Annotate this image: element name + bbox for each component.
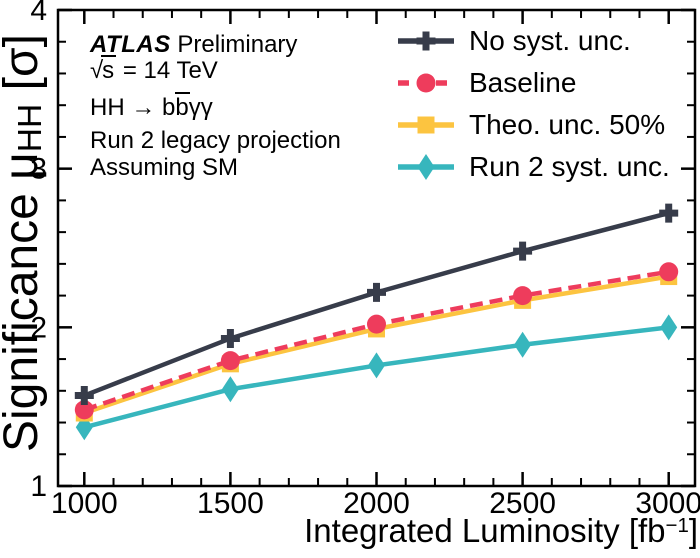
legend-label: No syst. unc. — [469, 25, 631, 56]
legend-item-no-syst-unc: No syst. unc. — [396, 20, 670, 62]
y-axis-label-subscript: HH — [12, 103, 50, 153]
svg-text:2: 2 — [30, 311, 47, 344]
svg-text:2500: 2500 — [489, 487, 556, 520]
svg-text:1: 1 — [30, 470, 47, 503]
annotation-block: ATLAS Preliminary √s = 14 TeV HH → bbγγ … — [90, 33, 341, 180]
svg-text:2000: 2000 — [343, 487, 410, 520]
legend-line-marker-icon — [398, 31, 454, 51]
legend-item-theo-unc: Theo. unc. 50% — [396, 104, 670, 146]
legend-label: Theo. unc. 50% — [469, 109, 666, 140]
svg-text:3: 3 — [30, 153, 47, 186]
y-axis-label: Significance μHH [σ] — [0, 34, 50, 452]
legend-line-marker-icon — [398, 73, 454, 93]
process-bbar: b — [175, 94, 189, 121]
legend-label: Run 2 syst. unc. — [469, 151, 670, 182]
process-gammas: γγ — [188, 94, 213, 121]
svg-text:1500: 1500 — [197, 487, 264, 520]
annotation-projection: Run 2 legacy projection — [90, 127, 341, 154]
energy-text: = 14 TeV — [116, 57, 218, 84]
sqrt-argument: s — [101, 55, 117, 84]
svg-text:4: 4 — [30, 0, 47, 27]
preliminary-text: Preliminary — [170, 31, 298, 58]
y-axis-label-text: Significance μ — [0, 152, 48, 452]
legend-item-run2-syst-unc: Run 2 syst. unc. — [396, 146, 670, 188]
x-axis-label-exponent: −1 — [665, 513, 689, 537]
legend-line-marker-icon — [398, 154, 454, 180]
annotation-experiment: ATLAS Preliminary — [90, 33, 341, 57]
annotation-process: HH → bbγγ — [90, 96, 341, 120]
atlas-logo-text: ATLAS — [90, 31, 171, 58]
x-axis-label-text: Integrated Luminosity [fb — [304, 512, 666, 549]
sqrt-symbol: √ — [90, 57, 104, 84]
legend-label: Baseline — [469, 67, 577, 98]
x-axis-label: Integrated Luminosity [fb−1] — [304, 514, 698, 547]
x-axis-label-close-bracket: ] — [688, 512, 698, 549]
svg-text:1000: 1000 — [51, 487, 118, 520]
annotation-assumption: Assuming SM — [90, 154, 239, 181]
svg-text:3000: 3000 — [635, 487, 700, 520]
process-text: HH → b — [90, 94, 176, 121]
legend-line-marker-icon — [398, 116, 454, 134]
annotation-energy: √s = 14 TeV — [90, 55, 341, 84]
legend: No syst. unc. Baseline Theo. unc. 50% Ru… — [396, 20, 670, 188]
y-axis-label-units: [σ] — [0, 34, 48, 104]
legend-item-baseline: Baseline — [396, 62, 670, 104]
